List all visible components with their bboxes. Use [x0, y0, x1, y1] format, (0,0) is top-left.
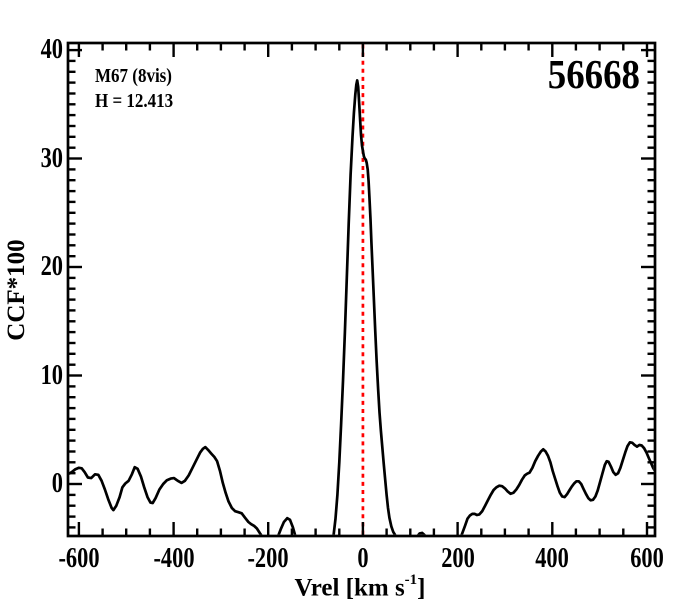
x-tick-label: 0 — [357, 543, 369, 574]
y-tick-label: 10 — [40, 359, 63, 391]
y-tick-label: 20 — [40, 251, 63, 283]
x-tick-label: 200 — [440, 543, 475, 574]
ccf-curve — [69, 79, 654, 535]
x-axis-title-text: Vrel [km s — [294, 574, 405, 600]
cluster-label: M67 (8vis) — [95, 65, 172, 87]
x-axis-title-sup: -1 — [404, 572, 418, 588]
y-tick-label: 30 — [40, 142, 63, 174]
y-tick-label: 40 — [40, 34, 63, 66]
annotation-block: M67 (8vis) H = 12.413 — [95, 64, 173, 114]
x-tick-label: -400 — [153, 543, 195, 574]
x-axis-title: Vrel [km s-1] — [255, 567, 465, 600]
y-tick-label: 0 — [51, 468, 63, 500]
x-tick-label: 600 — [630, 543, 664, 574]
hmag-label: H = 12.413 — [95, 90, 174, 112]
x-tick-label: -600 — [58, 543, 100, 574]
axes-box — [66, 41, 657, 538]
x-axis-title-close: ] — [417, 574, 426, 600]
x-tick-label: 400 — [535, 543, 570, 574]
x-tick-label: -200 — [247, 543, 289, 574]
star-id-label: 56668 — [547, 51, 640, 97]
